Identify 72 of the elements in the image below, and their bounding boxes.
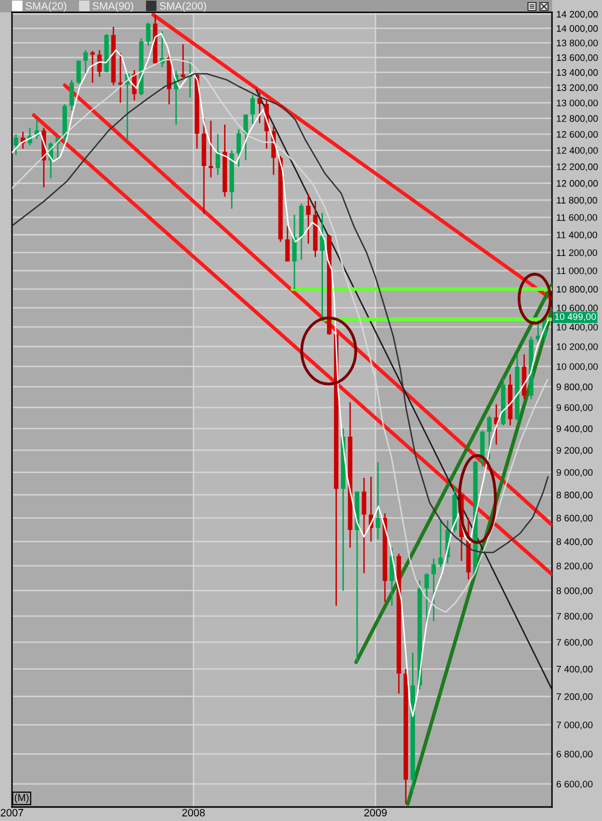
candlestick xyxy=(438,520,443,568)
candlestick xyxy=(285,225,290,262)
y-tick-label: 11 800,00 xyxy=(556,196,598,205)
x-tick-label: 2007 xyxy=(0,808,24,816)
y-tick-label: 9 600,00 xyxy=(556,404,593,412)
y-tick-label: 12 400,00 xyxy=(556,147,598,155)
candlestick xyxy=(362,477,366,574)
y-tick-label: 8 200,00 xyxy=(556,562,593,570)
candlestick xyxy=(376,462,380,540)
y-tick-label: 11 400,00 xyxy=(556,232,598,240)
candlestick xyxy=(83,49,88,75)
legend-label: SMA(200) xyxy=(160,2,206,12)
candlestick xyxy=(243,114,248,161)
y-tick-label: 13 800,00 xyxy=(556,40,598,48)
y-tick-label: 10 400,00 xyxy=(556,324,598,332)
y-tick-label: 9 000,00 xyxy=(556,469,593,477)
y-tick-label: 9 200,00 xyxy=(556,447,593,455)
y-tick-label: 12 800,00 xyxy=(556,115,598,123)
y-tick-label: 13 000,00 xyxy=(556,100,598,108)
y-tick-label: 9 400,00 xyxy=(556,425,593,434)
y-tick-label: 10 200,00 xyxy=(556,343,598,352)
candlestick xyxy=(216,133,220,176)
y-tick-label: 13 200,00 xyxy=(556,84,598,92)
candlestick xyxy=(236,128,241,168)
candlestick xyxy=(14,133,18,156)
x-tick-label: 2009 xyxy=(364,808,387,816)
y-tick-label: 9 800,00 xyxy=(556,384,593,392)
y-tick-label: 11 200,00 xyxy=(556,249,598,258)
y-tick-label: 13 600,00 xyxy=(556,54,598,62)
candlestick xyxy=(487,415,492,460)
candlestick xyxy=(257,91,262,124)
y-tick-label: 13 400,00 xyxy=(556,69,598,77)
y-tick-label: 7 200,00 xyxy=(556,693,593,702)
candlestick xyxy=(69,79,74,112)
candlestick xyxy=(424,572,429,624)
y-tick-label: 12 600,00 xyxy=(556,131,598,139)
candlestick xyxy=(146,22,150,46)
y-tick-label: 7 400,00 xyxy=(556,666,593,674)
candlestick xyxy=(250,94,255,125)
y-tick-label: 6 800,00 xyxy=(556,750,593,759)
y-tick-label: 12 000,00 xyxy=(556,180,598,188)
annotation: (M) xyxy=(14,794,29,804)
y-tick-label: 6 600,00 xyxy=(556,780,593,789)
candlestick xyxy=(97,49,102,78)
y-tick-label: 8 000,00 xyxy=(556,587,593,596)
y-tick-label: 11 000,00 xyxy=(556,267,598,276)
y-tick-label: 14 000,00 xyxy=(556,25,598,33)
candlestick xyxy=(118,52,123,104)
y-tick-label: 8 800,00 xyxy=(556,492,593,500)
y-tick-label: 11 600,00 xyxy=(556,214,598,222)
candlestick xyxy=(208,120,214,178)
y-tick-label: 14 200,00 xyxy=(556,10,598,19)
y-tick-label: 10 800,00 xyxy=(556,286,598,294)
x-tick-label: 2008 xyxy=(182,808,205,816)
y-tick-label: 12 200,00 xyxy=(556,163,598,172)
y-tick-label: 10 000,00 xyxy=(556,363,598,372)
line-series xyxy=(12,32,549,717)
y-tick-label: 10 600,00 xyxy=(556,304,598,312)
y-tick-label: 8 600,00 xyxy=(556,514,593,523)
candlestick xyxy=(431,558,436,622)
y-tick-label: 7 600,00 xyxy=(556,638,593,647)
y-tick-label: 8 400,00 xyxy=(556,538,593,546)
candlestick xyxy=(306,193,311,244)
y-tick-label: 7 000,00 xyxy=(556,722,593,730)
candlestick xyxy=(76,60,81,84)
candlestick xyxy=(180,44,186,78)
annotation: 10 499,00 xyxy=(554,313,596,322)
candlestick xyxy=(536,320,540,344)
candlestick xyxy=(90,50,95,84)
legend-label: SMA(20) xyxy=(26,2,66,12)
legend-label: SMA(90) xyxy=(92,2,134,12)
y-tick-label: 7 800,00 xyxy=(556,612,593,621)
